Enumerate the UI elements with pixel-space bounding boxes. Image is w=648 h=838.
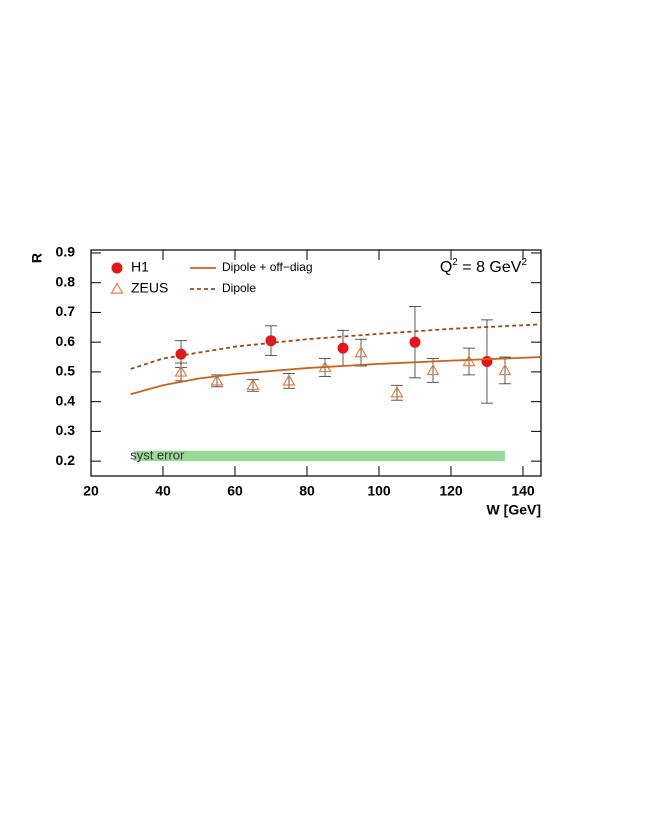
annotation-part: = 8 GeV xyxy=(458,259,522,276)
x-tick-label: 20 xyxy=(83,483,99,499)
data-point xyxy=(390,386,404,398)
data-point xyxy=(210,374,224,386)
band-label: syst error xyxy=(130,447,185,462)
data-point xyxy=(282,374,296,386)
legend-label: Dipole + off−diag xyxy=(222,260,313,274)
legend-marker xyxy=(110,282,124,294)
plot-frame xyxy=(90,249,542,477)
data-point xyxy=(481,356,493,368)
curve xyxy=(130,356,542,396)
x-tick-label: 40 xyxy=(155,483,171,499)
y-tick-label: 0.2 xyxy=(56,452,76,468)
x-tick-label: 80 xyxy=(299,483,315,499)
annotation-part: Q xyxy=(440,259,452,276)
legend-label: H1 xyxy=(131,259,149,275)
y-tick-label: 0.3 xyxy=(56,422,76,438)
syst-band xyxy=(134,450,505,462)
data-point xyxy=(337,342,349,354)
data-point xyxy=(246,378,260,391)
y-tick-label: 0.7 xyxy=(56,303,76,319)
annotation-part: 2 xyxy=(521,257,527,268)
data-point xyxy=(174,365,188,377)
y-tick-label: 0.5 xyxy=(56,363,76,379)
x-tick-label: 120 xyxy=(439,483,463,499)
data-point xyxy=(409,336,421,348)
y-tick-label: 0.9 xyxy=(56,244,76,260)
curve xyxy=(130,323,542,370)
data-point xyxy=(265,335,277,347)
y-tick-label: 0.6 xyxy=(56,333,76,349)
data-point xyxy=(354,345,368,358)
x-tick-label: 140 xyxy=(511,483,535,499)
y-tick-label: 0.8 xyxy=(56,273,76,289)
x-tick-label: 100 xyxy=(367,483,391,499)
x-tick-label: 60 xyxy=(227,483,243,499)
y-tick-label: 0.4 xyxy=(56,392,76,408)
y-axis-label: R xyxy=(29,253,45,263)
x-axis-label: W [GeV] xyxy=(487,502,541,518)
legend-marker xyxy=(111,262,123,274)
data-point xyxy=(498,363,512,376)
data-point xyxy=(426,363,440,376)
legend-label: ZEUS xyxy=(131,280,168,296)
legend-label: Dipole xyxy=(222,281,256,295)
annotation-part: 2 xyxy=(452,257,458,268)
annotation: Q2 = 8 GeV2 xyxy=(440,257,528,277)
